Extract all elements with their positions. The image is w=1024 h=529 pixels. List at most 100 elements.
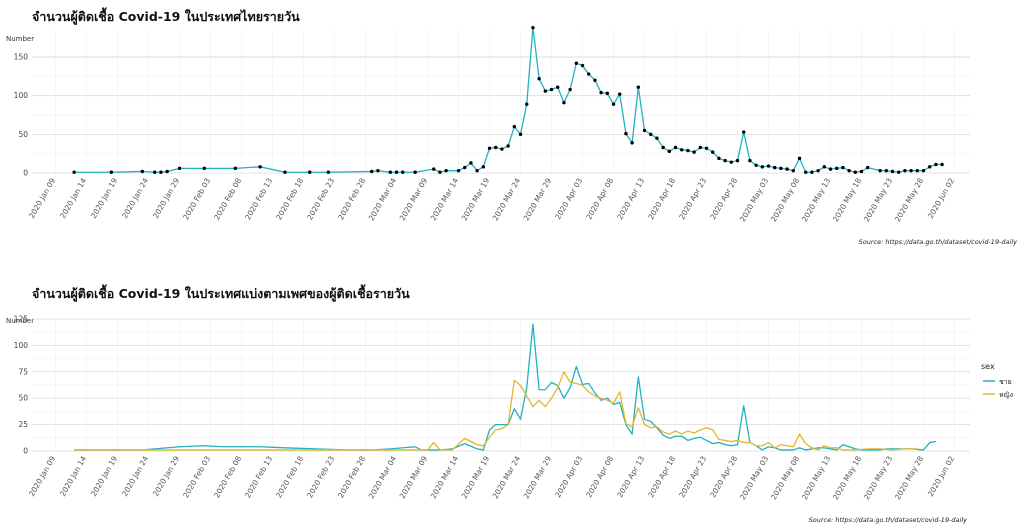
x-tick-label: 2020 Apr 18: [646, 176, 677, 221]
x-tick-label: 2020 Mar 19: [460, 176, 492, 222]
data-point: [308, 170, 312, 174]
data-point: [748, 158, 752, 163]
data-point: [469, 161, 473, 165]
data-point: [773, 165, 777, 170]
x-tick-label: 2020 May 08: [769, 454, 801, 501]
data-point: [847, 168, 851, 173]
data-point: [568, 87, 572, 92]
data-point: [475, 168, 479, 173]
data-point: [574, 61, 579, 65]
y-tick-label: 100: [14, 341, 29, 350]
x-tick-label: 2020 Apr 13: [615, 454, 646, 499]
chart-2-legend: sex ชาย หญิง: [981, 362, 1013, 399]
daily-cases-chart: จำนวนผู้ติดเชื้อ Covid-19 ในประเทศไทยราย…: [6, 7, 1017, 246]
x-tick-label: 2020 Jun 02: [926, 454, 956, 498]
x-tick-label: 2020 Apr 28: [708, 454, 739, 499]
x-tick-label: 2020 Apr 03: [553, 176, 584, 221]
x-tick-label: 2020 Apr 03: [553, 454, 584, 499]
x-tick-label: 2020 Apr 13: [615, 176, 646, 221]
data-point: [556, 85, 560, 89]
data-point: [934, 162, 938, 167]
data-point: [828, 167, 833, 171]
data-point: [853, 170, 858, 174]
data-point: [642, 128, 647, 133]
x-tick-label: 2020 Jan 09: [27, 176, 57, 220]
chart-1-grid: [32, 30, 970, 174]
data-point: [543, 89, 548, 93]
x-tick-label: 2020 Feb 28: [336, 454, 367, 499]
chart-2-plot-area: [74, 323, 937, 451]
y-tick-label: 50: [18, 394, 28, 403]
x-tick-label: 2020 Jan 29: [151, 176, 181, 220]
data-point: [487, 146, 492, 150]
chart-2-ylabel: Number: [6, 317, 34, 325]
x-tick-label: 2020 Feb 03: [181, 454, 212, 499]
data-point: [283, 170, 287, 174]
data-point: [376, 168, 380, 173]
data-point: [258, 165, 262, 169]
data-point: [140, 169, 145, 174]
x-tick-label: 2020 Jan 14: [58, 176, 88, 220]
series-line-1: [74, 371, 918, 451]
data-point: [742, 130, 746, 134]
data-point: [549, 87, 554, 92]
data-point: [649, 132, 653, 137]
y-tick-label: 150: [14, 53, 29, 62]
x-tick-label: 2020 Feb 08: [212, 176, 243, 221]
x-tick-label: 2020 Mar 14: [429, 454, 461, 500]
x-tick-label: 2020 Apr 23: [677, 454, 708, 499]
data-point: [791, 168, 796, 173]
data-point: [605, 91, 610, 96]
data-point: [438, 170, 442, 174]
x-tick-label: 2020 Jun 02: [926, 176, 956, 220]
x-tick-label: 2020 Feb 28: [336, 176, 367, 221]
x-tick-label: 2020 Mar 14: [429, 176, 461, 222]
chart-1-title: จำนวนผู้ติดเชื้อ Covid-19 ในประเทศไทยราย…: [32, 7, 300, 25]
data-point: [940, 162, 944, 167]
data-point: [686, 148, 690, 153]
data-point: [202, 166, 207, 171]
x-tick-label: 2020 Jan 24: [120, 176, 150, 220]
data-point: [655, 136, 659, 140]
data-point: [661, 145, 665, 150]
x-tick-label: 2020 May 13: [800, 176, 832, 223]
x-tick-label: 2020 Feb 18: [274, 454, 305, 499]
data-point: [890, 169, 895, 174]
data-point: [698, 145, 703, 150]
x-tick-label: 2020 Jan 14: [58, 454, 88, 498]
chart-1-x-axis: 2020 Jan 09 2020 Jan 14 2020 Jan 19 2020 Ja…: [27, 176, 956, 223]
data-point: [711, 150, 715, 154]
data-point: [456, 168, 461, 173]
data-point: [531, 25, 535, 30]
data-point: [512, 124, 517, 129]
daily-cases-by-sex-chart: จำนวนผู้ติดเชื้อ Covid-19 ในประเทศแบ่งตา…: [6, 284, 1013, 524]
data-point: [729, 160, 734, 164]
data-point: [630, 141, 634, 145]
x-tick-label: 2020 Mar 09: [398, 454, 430, 500]
data-point: [401, 170, 405, 174]
x-tick-label: 2020 Apr 28: [708, 176, 739, 221]
x-tick-label: 2020 Feb 08: [212, 454, 243, 499]
data-point: [680, 148, 684, 152]
x-tick-label: 2020 Feb 23: [305, 176, 336, 221]
data-point: [673, 145, 678, 150]
data-point: [500, 147, 504, 151]
chart-1-source-caption: Source: https://data.go.th/dataset/covid…: [859, 238, 1018, 246]
data-point: [599, 90, 603, 95]
data-point: [928, 165, 932, 169]
x-tick-label: 2020 Feb 03: [181, 176, 212, 221]
x-tick-label: 2020 May 23: [862, 176, 894, 223]
data-point: [866, 165, 870, 170]
data-point: [593, 78, 597, 82]
data-point: [413, 170, 417, 174]
x-tick-label: 2020 May 18: [831, 176, 863, 223]
data-point: [618, 92, 622, 96]
x-tick-label: 2020 Mar 29: [522, 176, 554, 222]
data-point: [667, 149, 672, 154]
data-point: [735, 158, 740, 163]
data-point: [909, 168, 913, 173]
data-point: [153, 170, 157, 174]
data-point: [109, 170, 114, 174]
x-tick-label: 2020 Feb 18: [274, 176, 305, 221]
data-point: [624, 131, 628, 136]
